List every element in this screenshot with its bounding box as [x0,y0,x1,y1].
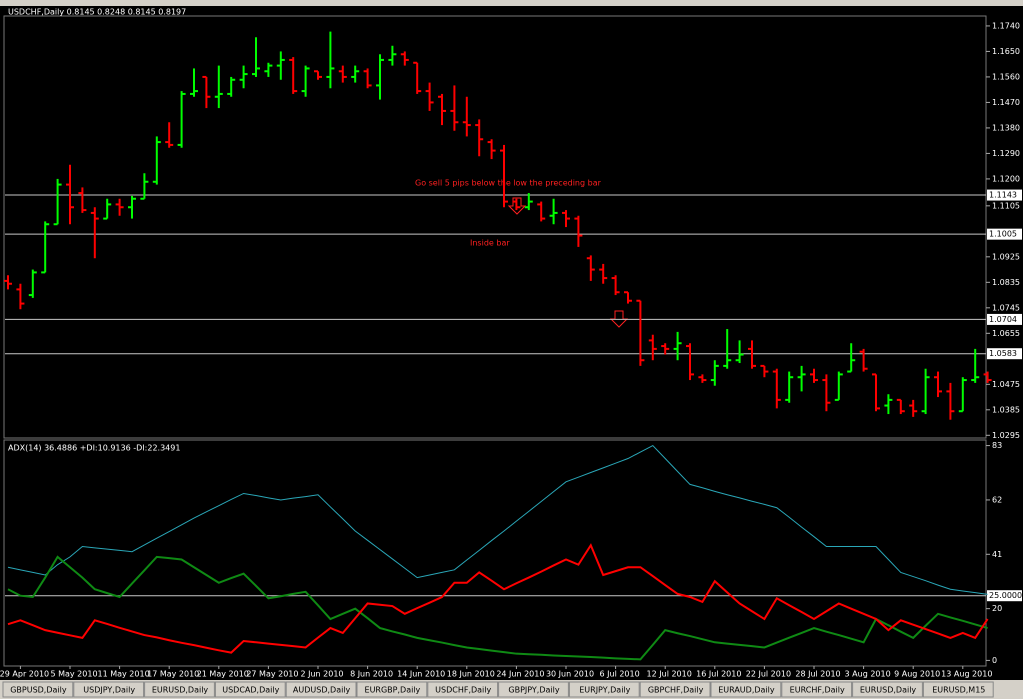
price-panel [3,15,987,439]
tab[interactable] [214,681,286,698]
tab-label[interactable]: EURUSD,Daily [152,686,209,695]
x-tick-label: 5 May 2010 [50,670,97,679]
level-label-box [987,313,1022,325]
annotation: Inside bar [470,239,510,248]
x-tick-label: 24 Jun 2010 [496,670,544,679]
y-tick-label: 0 [992,656,997,665]
level-label: 1.1005 [989,230,1017,239]
level-label-box [987,228,1022,240]
x-tick-label: 30 Jun 2010 [546,670,594,679]
y-tick-label: 1.1740 [992,21,1020,30]
indicator-panel [3,439,987,667]
level-label: 25.0000 [989,591,1022,600]
tab[interactable] [852,681,923,698]
x-tick-label: 16 Jul 2010 [696,670,741,679]
y-tick-label: 1.1470 [992,98,1020,107]
tab-label[interactable]: GBPCHF,Daily [648,686,704,695]
x-tick-label: 11 May 2010 [98,670,150,679]
y-tick-label: 83 [992,441,1002,450]
tab[interactable] [2,681,74,698]
tab-label[interactable]: EURJPY,Daily [579,686,630,695]
y-tick-label: 1.0655 [992,329,1020,338]
tab[interactable] [427,681,499,698]
tab-label[interactable]: EURUSD,Daily [860,686,917,695]
y-tick-label: 1.0385 [992,405,1020,414]
tab-label[interactable]: GBPJPY,Daily [508,686,559,695]
tab-label[interactable]: EURUSD,M15 [932,686,985,695]
chart-window [0,6,1023,680]
y-tick-label: 1.0295 [992,431,1020,440]
x-tick-label: 14 Jun 2010 [397,670,445,679]
x-tick-label: 28 Jul 2010 [795,670,840,679]
level-label: 1.0704 [989,315,1017,324]
x-tick-label: 29 Apr 2010 [0,670,49,679]
tab-label[interactable]: USDJPY,Daily [83,686,135,695]
tab[interactable] [781,681,853,698]
tab-label[interactable]: EURGBP,Daily [365,686,421,695]
tab[interactable] [73,681,145,698]
indicator-line [7,444,988,595]
level-label: 1.1143 [989,191,1017,200]
level-label-box [987,348,1022,360]
tab[interactable] [710,681,782,698]
x-tick-label: 8 Jun 2010 [350,670,393,679]
y-tick-label: 1.1200 [992,174,1020,183]
y-tick-label: 1.0925 [992,252,1020,261]
tab[interactable] [285,681,357,698]
indicator-line [7,555,988,661]
annotation: Go sell 5 pips below the low the precedi… [415,179,602,188]
x-tick-label: 18 Jun 2010 [447,670,495,679]
tab[interactable] [498,681,569,698]
x-tick-label: 21 May 2010 [197,670,249,679]
level-label: 1.0583 [989,349,1017,358]
tab[interactable] [639,681,711,698]
x-tick-label: 27 May 2010 [246,670,298,679]
indicator-line [7,543,989,654]
x-tick-label: 9 Aug 2010 [894,670,940,679]
tab[interactable] [922,681,994,698]
level-label-box [987,189,1022,201]
y-tick-label: 1.1650 [992,47,1020,56]
tab[interactable] [144,681,215,698]
x-tick-label: 3 Aug 2010 [845,670,891,679]
tab[interactable] [356,681,428,698]
y-tick-label: 1.0745 [992,303,1020,312]
x-tick-label: 2 Jun 2010 [300,670,343,679]
tab-label[interactable]: GBPUSD,Daily [10,686,67,695]
x-tick-label: 17 May 2010 [147,670,199,679]
y-tick-label: 20 [992,604,1002,613]
y-tick-label: 1.1290 [992,149,1020,158]
top-strip [0,0,1023,6]
x-tick-label: 6 Jul 2010 [600,670,640,679]
tab-label[interactable]: EURAUD,Daily [718,686,775,695]
tab-label[interactable]: EURCHF,Daily [790,686,845,695]
y-tick-label: 1.0475 [992,380,1020,389]
tab-label[interactable]: USDCAD,Daily [222,686,279,695]
y-tick-label: 1.1105 [992,201,1020,210]
x-tick-label: 22 Jul 2010 [746,670,791,679]
y-tick-label: 1.1380 [992,123,1020,132]
indicator-title: ADX(14) 36.4886 +DI:10.9136 -DI:22.3491 [8,444,180,453]
y-tick-label: 1.1560 [992,72,1020,81]
price-title: USDCHF,Daily 0.8145 0.8248 0.8145 0.8197 [8,8,186,17]
x-tick-label: 13 Aug 2010 [941,670,992,679]
arrow [507,197,527,215]
tab-label[interactable]: USDCHF,Daily [435,686,491,695]
level-label-box [987,590,1022,602]
tab[interactable] [568,681,640,698]
x-tick-label: 12 Jul 2010 [647,670,692,679]
y-tick-label: 41 [992,550,1002,559]
tab-label[interactable]: AUDUSD,Daily [293,686,351,695]
y-tick-label: 62 [992,495,1002,504]
y-tick-label: 1.0835 [992,278,1020,287]
